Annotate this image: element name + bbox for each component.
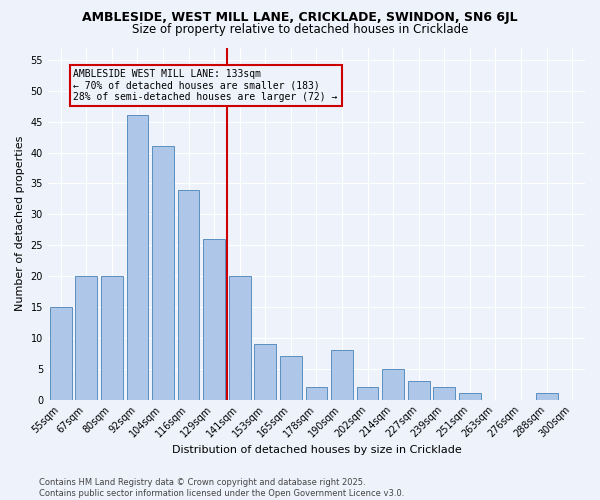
Bar [382,368,404,400]
Bar [305,387,328,400]
Bar [433,387,455,400]
Text: Contains HM Land Registry data © Crown copyright and database right 2025.
Contai: Contains HM Land Registry data © Crown c… [39,478,404,498]
Bar [50,307,71,400]
Bar [178,190,199,400]
Bar [408,381,430,400]
Text: AMBLESIDE, WEST MILL LANE, CRICKLADE, SWINDON, SN6 6JL: AMBLESIDE, WEST MILL LANE, CRICKLADE, SW… [82,11,518,24]
Text: Size of property relative to detached houses in Cricklade: Size of property relative to detached ho… [132,22,468,36]
Bar [229,276,251,400]
Bar [76,276,97,400]
Bar [101,276,123,400]
Bar [331,350,353,400]
Bar [280,356,302,400]
Bar [127,116,148,400]
Bar [357,387,379,400]
Bar [254,344,276,400]
X-axis label: Distribution of detached houses by size in Cricklade: Distribution of detached houses by size … [172,445,461,455]
Bar [459,394,481,400]
Bar [203,239,225,400]
Bar [536,394,557,400]
Text: AMBLESIDE WEST MILL LANE: 133sqm
← 70% of detached houses are smaller (183)
28% : AMBLESIDE WEST MILL LANE: 133sqm ← 70% o… [73,69,338,102]
Bar [152,146,174,400]
Y-axis label: Number of detached properties: Number of detached properties [15,136,25,311]
